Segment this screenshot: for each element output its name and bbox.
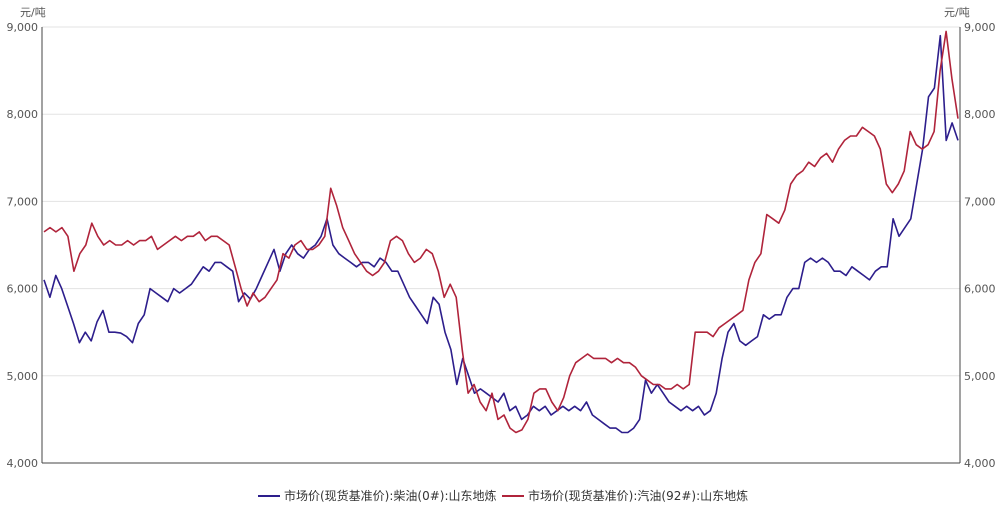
left-y-tick-label: 4,000 xyxy=(7,457,39,470)
left-y-tick-label: 6,000 xyxy=(7,283,39,296)
left-y-tick-label: 7,000 xyxy=(7,195,39,208)
right-y-tick-label: 7,000 xyxy=(964,195,996,208)
left-y-tick-label: 8,000 xyxy=(7,108,39,121)
left-y-tick-label: 5,000 xyxy=(7,370,39,383)
series-line-gasoline xyxy=(43,30,959,434)
legend-item-diesel[interactable]: 市场价(现货基准价):柴油(0#):山东地炼 xyxy=(258,488,497,503)
right-y-tick-label: 6,000 xyxy=(964,283,996,296)
series-line-diesel xyxy=(43,34,959,434)
series-lines xyxy=(43,30,959,434)
legend-label-gasoline: 市场价(现货基准价):汽油(92#):山东地炼 xyxy=(528,488,748,503)
right-y-unit-label: 元/吨 xyxy=(944,6,970,19)
right-y-tick-labels: 4,000 5,000 6,000 7,000 8,000 9,000 xyxy=(964,21,996,470)
left-y-tick-label: 9,000 xyxy=(7,21,39,34)
left-y-unit-label: 元/吨 xyxy=(20,6,46,19)
legend-label-diesel: 市场价(现货基准价):柴油(0#):山东地炼 xyxy=(284,488,497,503)
right-y-tick-label: 9,000 xyxy=(964,21,996,34)
axes xyxy=(41,27,961,464)
right-y-tick-label: 5,000 xyxy=(964,370,996,383)
left-y-tick-labels: 4,000 5,000 6,000 7,000 8,000 9,000 xyxy=(7,21,39,470)
legend-item-gasoline[interactable]: 市场价(现货基准价):汽油(92#):山东地炼 xyxy=(502,488,748,503)
legend[interactable]: 市场价(现货基准价):柴油(0#):山东地炼 市场价(现货基准价):汽油(92#… xyxy=(258,488,748,503)
grid-lines xyxy=(42,26,960,377)
right-y-tick-label: 4,000 xyxy=(964,457,996,470)
right-y-tick-label: 8,000 xyxy=(964,108,996,121)
